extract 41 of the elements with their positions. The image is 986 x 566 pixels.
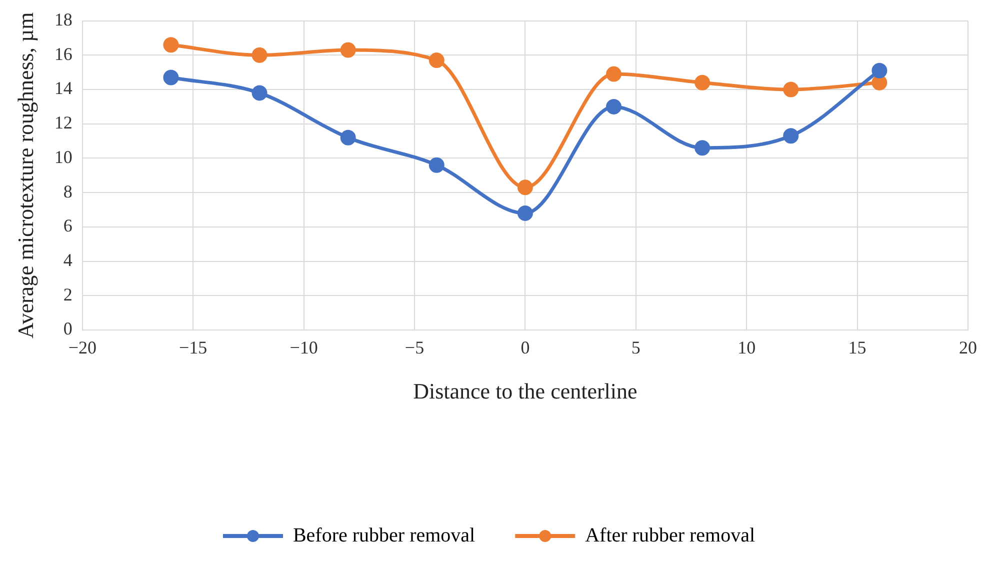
y-axis-title: Average microtexture roughness, µm [12, 12, 38, 339]
point [428, 157, 444, 173]
x-tick-label: −20 [68, 338, 96, 358]
y-tick-label: 14 [54, 78, 72, 98]
x-tick-label: 0 [520, 338, 530, 358]
point [694, 74, 710, 90]
point [694, 140, 710, 156]
point [163, 37, 179, 53]
point [606, 98, 622, 114]
point [340, 130, 356, 146]
point [872, 74, 888, 90]
y-tick-label: 4 [63, 250, 72, 270]
x-tick-label: 5 [631, 338, 640, 358]
legend-label: After rubber removal [585, 524, 756, 546]
y-tick-label: 8 [63, 181, 72, 202]
point [606, 66, 622, 82]
x-tick-label: 20 [959, 338, 977, 358]
point [783, 128, 799, 144]
x-tick-label: −10 [290, 338, 318, 358]
point [783, 82, 799, 98]
point [252, 47, 268, 63]
y-tick-label: 6 [63, 216, 72, 236]
y-tick-label: 18 [54, 10, 72, 30]
x-tick-label: 15 [848, 338, 866, 358]
y-tick-label: 0 [63, 318, 72, 339]
point [252, 85, 268, 101]
x-tick-label: 10 [738, 338, 756, 358]
point [163, 70, 179, 86]
x-axis-title: Distance to the centerline [413, 378, 638, 404]
point [517, 180, 533, 196]
x-tick-label: −15 [179, 338, 208, 358]
y-tick-label: 2 [63, 284, 72, 304]
point [428, 52, 444, 68]
x-tick-label: −5 [404, 338, 424, 358]
point [340, 42, 356, 58]
legend-label: Before rubber removal [292, 524, 476, 546]
point [517, 205, 533, 221]
point [872, 62, 888, 78]
y-tick-label: 10 [54, 146, 72, 167]
y-tick-label: 16 [54, 44, 72, 64]
y-tick-label: 12 [54, 112, 72, 133]
